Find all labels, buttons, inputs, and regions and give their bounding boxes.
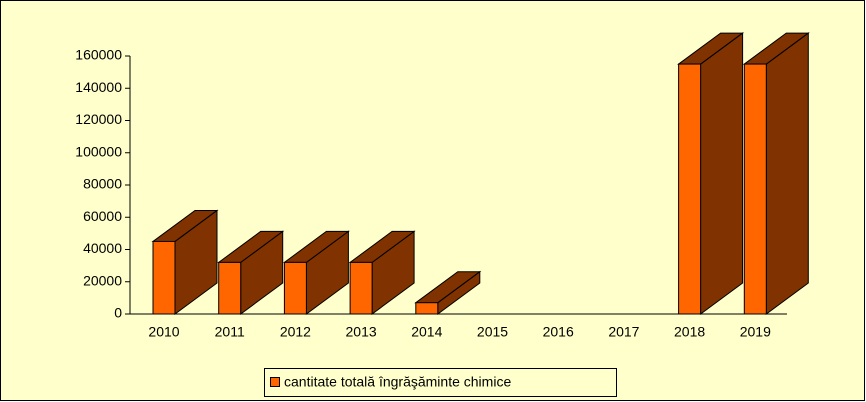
bar	[152, 240, 176, 315]
y-tick-label: 40000	[83, 240, 122, 256]
x-tick-label: 2014	[411, 324, 442, 340]
legend-label: cantitate totală îngrăşăminte chimice	[284, 374, 511, 390]
y-tick-label: 160000	[75, 47, 122, 63]
y-tick-label: 0	[114, 305, 122, 321]
bar-side	[700, 32, 744, 315]
x-tick-label: 2011	[215, 324, 245, 340]
legend-box	[264, 368, 617, 397]
bar	[678, 63, 702, 315]
y-tick-label: 80000	[83, 176, 122, 192]
y-tick-label: 100000	[75, 143, 122, 159]
y-tick-label: 140000	[75, 79, 122, 95]
y-tick-label: 20000	[83, 272, 122, 288]
x-tick-label: 2016	[543, 324, 574, 340]
legend-swatch	[270, 377, 280, 387]
legend: cantitate totală îngrăşăminte chimice	[264, 368, 617, 397]
x-tick-label: 2019	[740, 324, 771, 340]
bar	[743, 63, 767, 315]
x-tick-label: 2017	[608, 324, 639, 340]
y-tick-label: 120000	[75, 111, 122, 127]
bar	[349, 261, 373, 315]
x-tick-label: 2012	[280, 324, 311, 340]
bar	[218, 261, 242, 315]
x-tick-label: 2018	[674, 324, 705, 340]
bar-side	[765, 32, 809, 315]
bar	[415, 302, 439, 315]
x-tick-label: 2013	[346, 324, 377, 340]
x-tick-label: 2015	[477, 324, 508, 340]
bar	[283, 261, 307, 315]
y-tick-label: 60000	[83, 208, 122, 224]
x-tick-label: 2010	[148, 324, 179, 340]
